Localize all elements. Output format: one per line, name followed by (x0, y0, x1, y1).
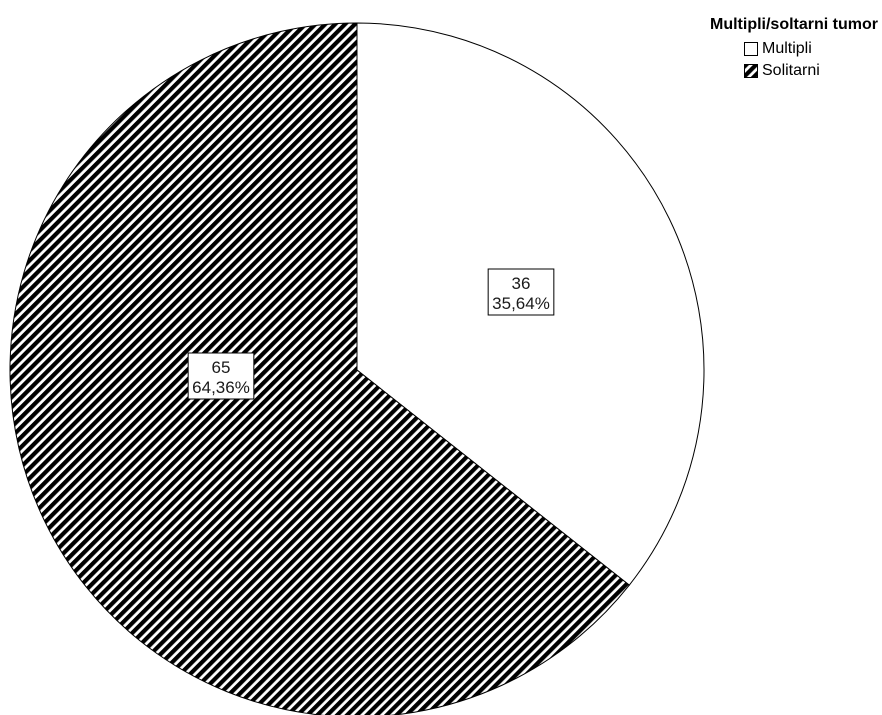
pie-slice-solitarni (9, 22, 630, 715)
legend-label-solitarni: Solitarni (762, 62, 820, 79)
legend-swatch-solitarni (744, 64, 758, 78)
legend-swatch-multipli (744, 42, 758, 56)
data-label-box (487, 268, 555, 316)
legend-item-solitarni: Solitarni (744, 60, 880, 82)
legend-item-multipli: Multipli (744, 38, 880, 60)
legend-items: Multipli Solitarni (744, 38, 880, 82)
data-label-percent: 35,64% (492, 294, 550, 313)
legend: Multipli/soltarni tumor Multipli Solitar… (708, 16, 880, 82)
data-label-count: 36 (512, 274, 531, 293)
data-label-count: 65 (212, 358, 231, 377)
legend-title: Multipli/soltarni tumor (710, 16, 878, 33)
data-label-percent: 64,36% (192, 378, 250, 397)
legend-label-multipli: Multipli (762, 40, 812, 57)
data-label-box (187, 352, 255, 400)
